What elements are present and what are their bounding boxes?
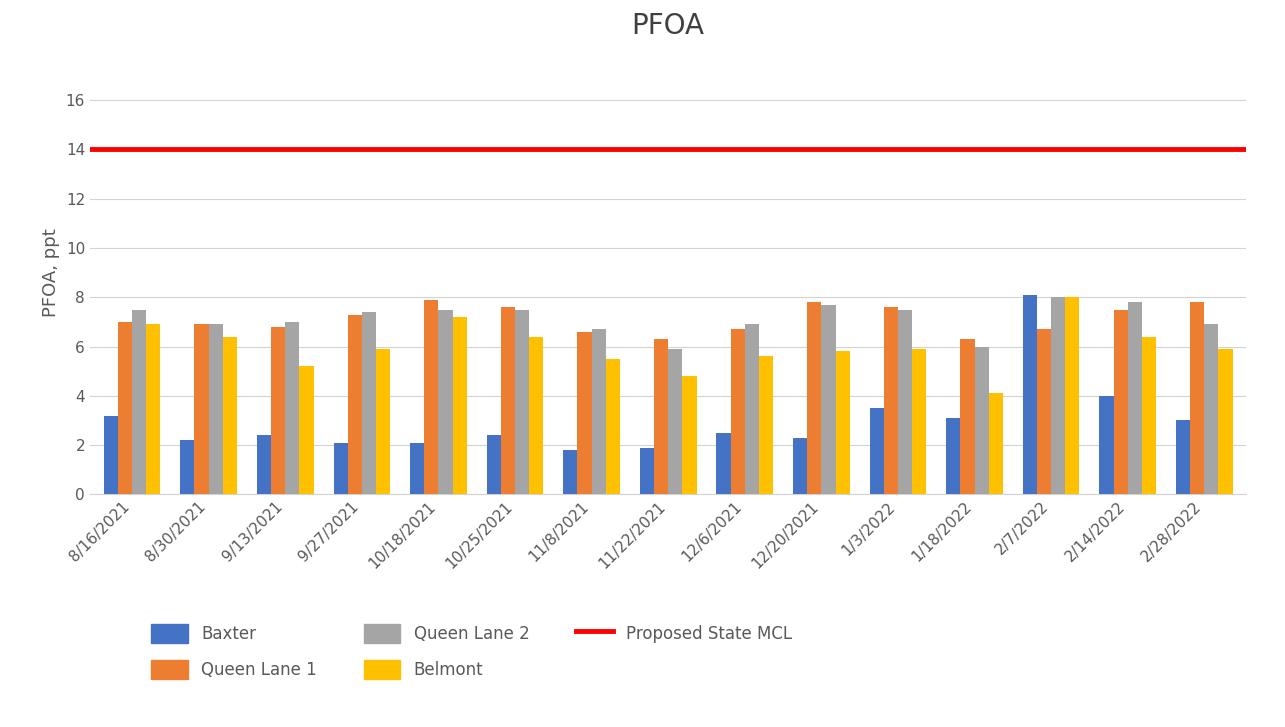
- Bar: [946, 418, 960, 494]
- Bar: [452, 317, 466, 494]
- Bar: [821, 305, 835, 494]
- Bar: [1051, 297, 1065, 494]
- Y-axis label: PFOA, ppt: PFOA, ppt: [42, 228, 60, 317]
- Bar: [299, 366, 314, 494]
- Bar: [410, 443, 424, 494]
- Bar: [1037, 329, 1051, 494]
- Bar: [591, 329, 605, 494]
- Bar: [717, 433, 731, 494]
- Bar: [424, 300, 438, 494]
- Bar: [807, 302, 821, 494]
- Bar: [348, 315, 362, 494]
- Bar: [960, 339, 974, 494]
- Bar: [640, 448, 654, 494]
- Bar: [912, 349, 926, 494]
- Bar: [668, 349, 682, 494]
- Bar: [208, 324, 222, 494]
- Bar: [682, 376, 696, 494]
- Legend: Baxter, Queen Lane 1, Queen Lane 2, Belmont, Proposed State MCL: Baxter, Queen Lane 1, Queen Lane 2, Belm…: [144, 617, 799, 686]
- Bar: [271, 327, 285, 494]
- Bar: [745, 324, 759, 494]
- Title: PFOA: PFOA: [632, 12, 704, 40]
- Bar: [605, 359, 619, 494]
- Bar: [793, 438, 807, 494]
- Bar: [362, 312, 377, 494]
- Bar: [194, 324, 208, 494]
- Bar: [870, 408, 884, 494]
- Proposed State MCL: [125, 145, 140, 154]
- Bar: [898, 310, 912, 494]
- Bar: [988, 393, 1002, 494]
- Bar: [515, 310, 529, 494]
- Bar: [501, 307, 515, 494]
- Bar: [884, 307, 898, 494]
- Bar: [285, 322, 299, 494]
- Bar: [759, 356, 774, 494]
- Bar: [1128, 302, 1142, 494]
- Bar: [1100, 395, 1114, 494]
- Bar: [654, 339, 668, 494]
- Bar: [132, 310, 146, 494]
- Bar: [334, 443, 348, 494]
- Bar: [1114, 310, 1128, 494]
- Bar: [118, 322, 132, 494]
- Bar: [180, 440, 194, 494]
- Bar: [438, 310, 452, 494]
- Bar: [835, 351, 849, 494]
- Bar: [563, 450, 577, 494]
- Bar: [1142, 337, 1156, 494]
- Bar: [1218, 349, 1232, 494]
- Bar: [974, 347, 988, 494]
- Proposed State MCL: [200, 145, 216, 154]
- Bar: [487, 435, 501, 494]
- Bar: [1204, 324, 1218, 494]
- Bar: [577, 332, 591, 494]
- Bar: [731, 329, 745, 494]
- Bar: [146, 324, 161, 494]
- Bar: [1176, 420, 1190, 494]
- Bar: [377, 349, 391, 494]
- Bar: [1190, 302, 1204, 494]
- Bar: [104, 416, 118, 494]
- Bar: [1023, 295, 1037, 494]
- Bar: [1065, 297, 1079, 494]
- Bar: [529, 337, 544, 494]
- Bar: [257, 435, 271, 494]
- Bar: [222, 337, 236, 494]
